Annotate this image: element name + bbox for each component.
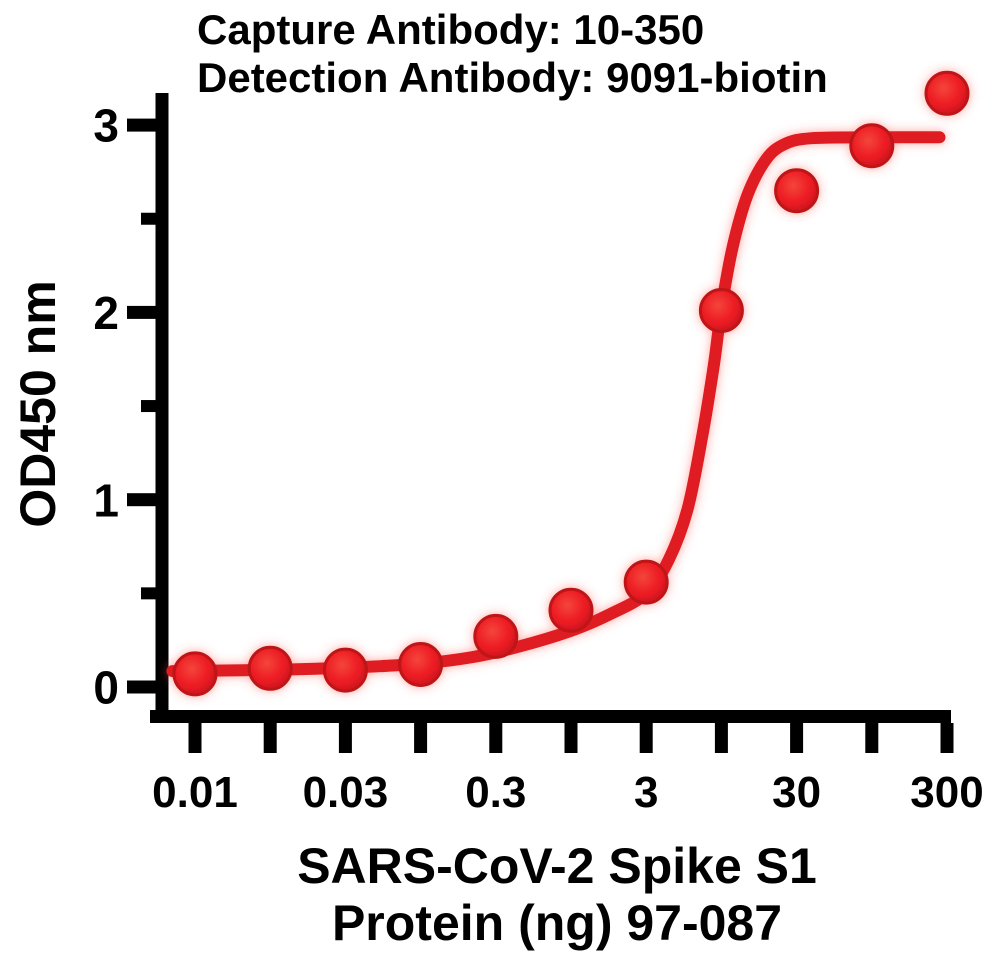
y-minor-tick [141,212,156,225]
chart-title-line1: Capture Antibody: 10-350 [197,6,705,53]
x-tick-label: 300 [910,768,983,817]
x-tick [639,723,653,753]
y-axis-line [155,93,169,723]
x-tick [714,723,728,753]
x-tick-label: 0.3 [465,768,526,817]
y-tick-label: 1 [93,474,119,526]
x-tick [489,723,503,753]
data-point [398,642,444,687]
data-point [548,587,594,633]
y-major-tick [127,118,156,132]
y-tick-label: 2 [93,287,119,339]
x-tick [790,723,804,753]
x-tick [940,723,954,753]
series-group [166,70,970,697]
y-tick-label: 3 [93,100,119,152]
data-point [849,123,895,169]
x-tick-label: 3 [634,768,658,817]
y-minor-tick [141,587,156,600]
data-point [924,70,970,116]
x-tick-label: 0.03 [303,768,389,817]
y-major-tick [127,305,156,319]
x-axis-label: SARS-CoV-2 Spike S1 Protein (ng) 97-087 [297,838,817,952]
x-axis-label-line2: Protein (ng) 97-087 [331,895,783,951]
data-point [247,645,293,691]
y-major-tick [127,493,156,507]
chart-title-line2: Detection Antibody: 9091-biotin [197,54,828,101]
data-point [322,647,368,693]
x-tick-label: 30 [772,768,821,817]
x-tick-label: 0.01 [152,768,238,817]
data-point [698,288,744,333]
x-axis-label-line1: SARS-CoV-2 Spike S1 [297,838,817,894]
x-tick [263,723,277,753]
y-tick-label: 0 [93,662,119,714]
data-point [774,168,820,214]
x-tick [338,723,352,753]
x-axis-line [150,710,951,723]
x-tick [414,723,428,753]
y-axis-label: OD450 nm [10,280,66,528]
data-point [623,559,669,605]
x-tick [865,723,879,753]
data-point [172,651,218,697]
fit-curve [166,131,946,678]
y-minor-tick [141,400,156,413]
x-tick [188,723,202,753]
data-point [473,613,519,659]
chart-title: Capture Antibody: 10-350 Detection Antib… [197,6,828,102]
y-major-tick [127,680,156,694]
x-tick [564,723,578,753]
